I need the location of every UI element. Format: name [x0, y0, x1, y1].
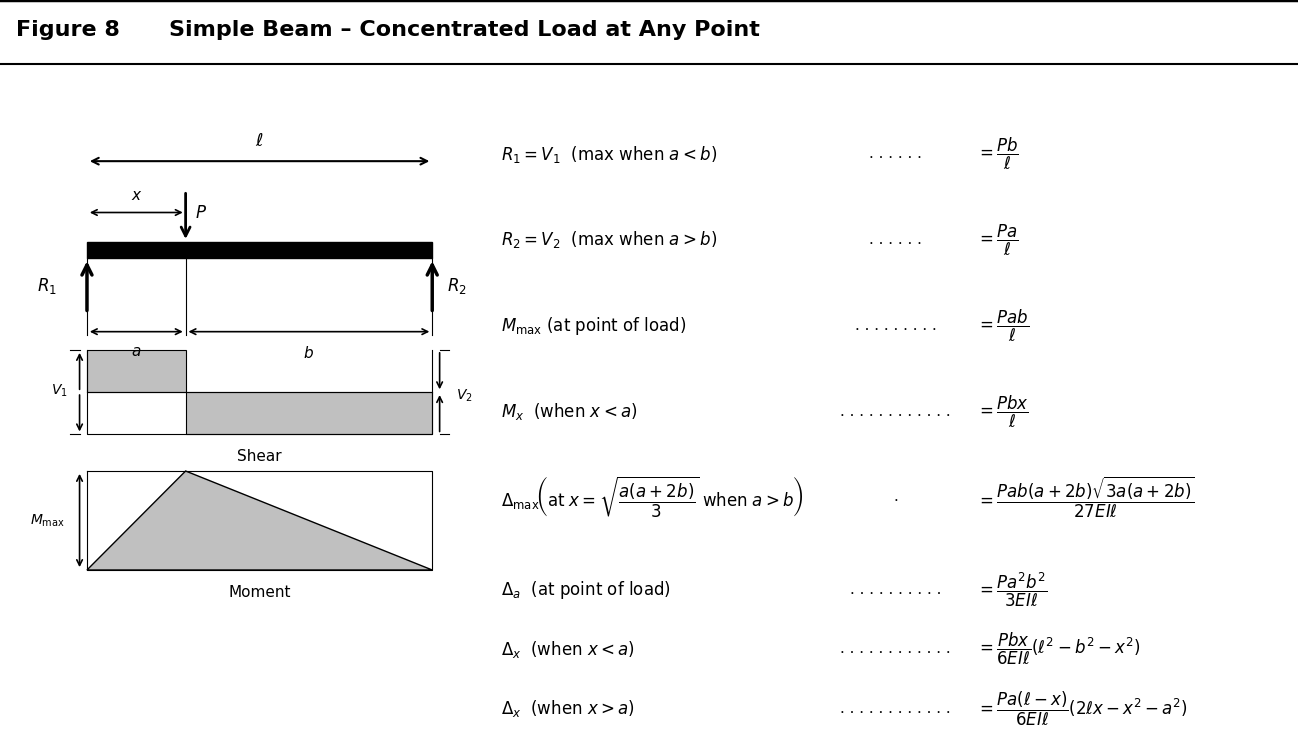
Text: $V_1$: $V_1$	[52, 382, 69, 398]
Text: $=\dfrac{Pbx}{6EI\ell}(\ell^2 - b^2 - x^2)$: $=\dfrac{Pbx}{6EI\ell}(\ell^2 - b^2 - x^…	[976, 631, 1140, 668]
Bar	[186, 392, 432, 434]
Text: Moment: Moment	[228, 585, 291, 600]
Text: $x$: $x$	[131, 188, 141, 203]
Text: Figure 8: Figure 8	[16, 20, 119, 40]
Text: $R_1$: $R_1$	[38, 276, 57, 296]
Polygon shape	[87, 471, 432, 570]
Text: $M_x$  (when $x < a$): $M_x$ (when $x < a$)	[501, 401, 637, 422]
Text: $P$: $P$	[196, 203, 208, 221]
Text: Simple Beam – Concentrated Load at Any Point: Simple Beam – Concentrated Load at Any P…	[169, 20, 759, 40]
Text: $\ell$: $\ell$	[256, 132, 263, 150]
Text: . . . . . .: . . . . . .	[870, 233, 922, 247]
Text: $R_2$: $R_2$	[447, 276, 467, 296]
Text: . . . . . . . . . . . .: . . . . . . . . . . . .	[840, 642, 951, 656]
Text: $a$: $a$	[131, 344, 141, 359]
Text: $=\dfrac{Pbx}{\ell}$: $=\dfrac{Pbx}{\ell}$	[976, 394, 1029, 430]
Text: $\Delta_x$  (when $x > a$): $\Delta_x$ (when $x > a$)	[501, 698, 635, 719]
Text: $\Delta_x$  (when $x < a$): $\Delta_x$ (when $x < a$)	[501, 639, 635, 660]
Text: . . . . . .: . . . . . .	[870, 147, 922, 161]
Text: $\Delta_{\mathrm{max}}\!\left(\mathrm{at}\; x = \sqrt{\dfrac{a(a+2b)}{3}}\;\math: $\Delta_{\mathrm{max}}\!\left(\mathrm{at…	[501, 475, 803, 520]
Text: . . . . . . . . . . . .: . . . . . . . . . . . .	[840, 701, 951, 715]
Text: $R_2 = V_2$  (max when $a > b$): $R_2 = V_2$ (max when $a > b$)	[501, 230, 718, 251]
Bar	[87, 350, 186, 392]
Text: . . . . . . . . .: . . . . . . . . .	[855, 319, 936, 333]
Text: $V_2$: $V_2$	[456, 388, 472, 404]
Text: Shear: Shear	[238, 449, 282, 464]
Text: $=\dfrac{Pa(\ell - x)}{6EI\ell}(2\ell x - x^2 - a^2)$: $=\dfrac{Pa(\ell - x)}{6EI\ell}(2\ell x …	[976, 689, 1188, 728]
Text: $b$: $b$	[304, 344, 314, 361]
Text: $M_{\mathrm{max}}$ (at point of load): $M_{\mathrm{max}}$ (at point of load)	[501, 315, 687, 337]
Text: $=\dfrac{Pa}{\ell}$: $=\dfrac{Pa}{\ell}$	[976, 223, 1019, 257]
Text: $=\dfrac{Pa^2b^2}{3EI\ell}$: $=\dfrac{Pa^2b^2}{3EI\ell}$	[976, 571, 1047, 609]
Text: $=\dfrac{Pab(a+2b)\sqrt{3a(a+2b)}}{27EI\ell}$: $=\dfrac{Pab(a+2b)\sqrt{3a(a+2b)}}{27EI\…	[976, 475, 1195, 520]
Bar	[87, 242, 432, 258]
Text: $=\dfrac{Pab}{\ell}$: $=\dfrac{Pab}{\ell}$	[976, 308, 1029, 344]
Text: . . . . . . . . . . . .: . . . . . . . . . . . .	[840, 404, 951, 418]
Text: . . . . . . . . . .: . . . . . . . . . .	[850, 583, 941, 597]
Text: $M_{\mathrm{max}}$: $M_{\mathrm{max}}$	[30, 512, 65, 529]
Text: $=\dfrac{Pb}{\ell}$: $=\dfrac{Pb}{\ell}$	[976, 136, 1019, 172]
Text: $\Delta_a$  (at point of load): $\Delta_a$ (at point of load)	[501, 579, 671, 601]
Text: $R_1 = V_1$  (max when $a < b$): $R_1 = V_1$ (max when $a < b$)	[501, 144, 718, 165]
Text: .: .	[893, 490, 898, 505]
